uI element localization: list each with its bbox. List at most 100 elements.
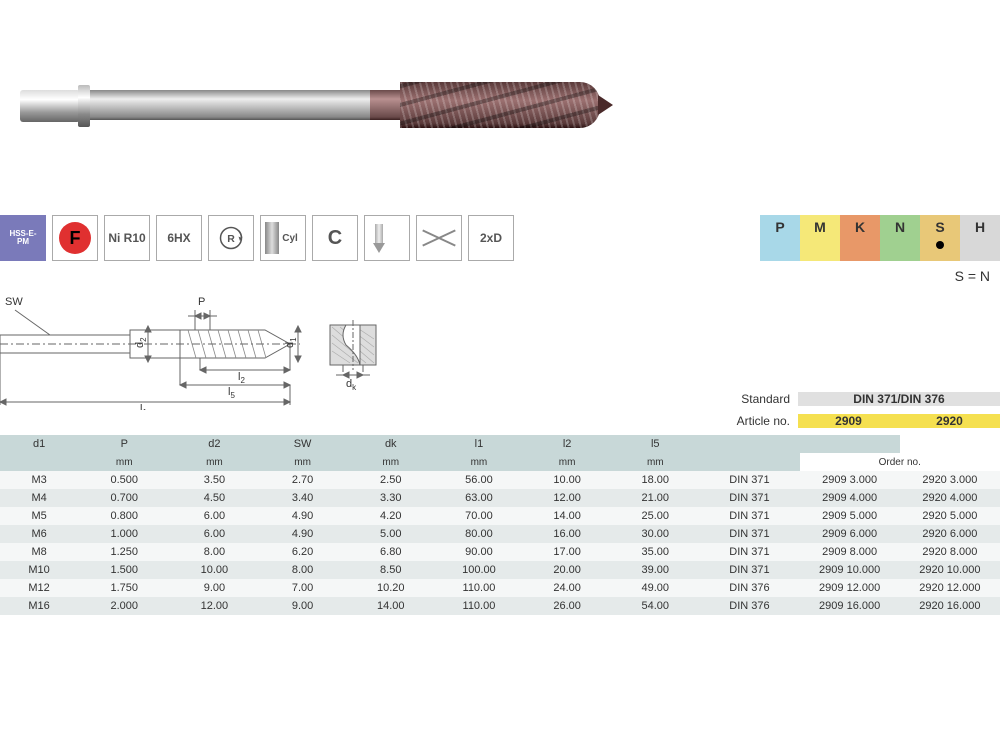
table-row: M61.0006.004.905.0080.0016.0030.00DIN 37… [0, 525, 1000, 543]
cell-SW: 9.00 [259, 597, 347, 615]
spec-unit-2: mm [170, 453, 258, 471]
cell-o1: 2909 5.000 [800, 507, 900, 525]
cell-d2: 10.00 [170, 561, 258, 579]
property-icon-2xd: 2xD [468, 215, 514, 261]
cell-o1: 2909 3.000 [800, 471, 900, 489]
cell-din: DIN 376 [699, 579, 799, 597]
cell-dk: 10.20 [347, 579, 435, 597]
cell-l5: 49.00 [611, 579, 699, 597]
cell-dk: 8.50 [347, 561, 435, 579]
cell-l2: 26.00 [523, 597, 611, 615]
cell-dk: 3.30 [347, 489, 435, 507]
cell-d2: 9.00 [170, 579, 258, 597]
cell-l5: 21.00 [611, 489, 699, 507]
cell-dk: 5.00 [347, 525, 435, 543]
cell-SW: 2.70 [259, 471, 347, 489]
cell-SW: 4.90 [259, 507, 347, 525]
cell-l2: 14.00 [523, 507, 611, 525]
cell-P: 0.700 [78, 489, 170, 507]
cell-d2: 6.00 [170, 507, 258, 525]
label-d2: d2 [134, 337, 148, 348]
article-value-1: 2909 [798, 414, 899, 428]
table-row: M50.8006.004.904.2070.0014.0025.00DIN 37… [0, 507, 1000, 525]
cell-l1: 90.00 [435, 543, 523, 561]
cell-P: 2.000 [78, 597, 170, 615]
spec-header-7: l5 [611, 435, 699, 453]
cell-P: 1.250 [78, 543, 170, 561]
cell-d1: M10 [0, 561, 78, 579]
article-value-2: 2920 [899, 414, 1000, 428]
cell-l2: 10.00 [523, 471, 611, 489]
property-icon-ni: Ni R10 [104, 215, 150, 261]
spec-unit-8 [699, 453, 799, 471]
cell-o1: 2909 10.000 [800, 561, 900, 579]
cell-SW: 8.00 [259, 561, 347, 579]
cell-d2: 4.50 [170, 489, 258, 507]
cell-d1: M16 [0, 597, 78, 615]
label-p: P [198, 296, 205, 308]
spec-header-8 [699, 435, 799, 453]
spec-unit-6: mm [523, 453, 611, 471]
cell-o1: 2909 12.000 [800, 579, 900, 597]
material-m: M [800, 215, 840, 261]
material-s: S [920, 215, 960, 261]
cell-l5: 25.00 [611, 507, 699, 525]
property-icon-6hx: 6HX [156, 215, 202, 261]
cell-l2: 20.00 [523, 561, 611, 579]
cell-l1: 110.00 [435, 597, 523, 615]
spec-header-5: l1 [435, 435, 523, 453]
table-row: M162.00012.009.0014.00110.0026.0054.00DI… [0, 597, 1000, 615]
cell-din: DIN 371 [699, 471, 799, 489]
cell-o1: 2909 16.000 [800, 597, 900, 615]
info-rows: Standard DIN 371/DIN 376 Article no. 290… [700, 388, 1000, 432]
material-badges: PMKNSH [760, 215, 1000, 261]
cell-din: DIN 371 [699, 561, 799, 579]
cell-o1: 2909 6.000 [800, 525, 900, 543]
cell-d1: M12 [0, 579, 78, 597]
cell-o2: 2920 3.000 [900, 471, 1000, 489]
property-icon-cross [416, 215, 462, 261]
cell-SW: 3.40 [259, 489, 347, 507]
table-row: M121.7509.007.0010.20110.0024.0049.00DIN… [0, 579, 1000, 597]
cell-SW: 6.20 [259, 543, 347, 561]
cell-l5: 30.00 [611, 525, 699, 543]
technical-diagram: SW P d2 d1 l2 l5 l1 dk [0, 280, 420, 410]
spec-unit-9: Order no. [800, 453, 1000, 471]
property-icon-vtip [364, 215, 410, 261]
cell-l2: 24.00 [523, 579, 611, 597]
cell-P: 0.800 [78, 507, 170, 525]
material-p: P [760, 215, 800, 261]
property-icon-c: C [312, 215, 358, 261]
cell-d1: M5 [0, 507, 78, 525]
spec-unit-7: mm [611, 453, 699, 471]
cell-din: DIN 371 [699, 489, 799, 507]
label-l1: l1 [140, 403, 147, 410]
spec-unit-5: mm [435, 453, 523, 471]
cell-o1: 2909 4.000 [800, 489, 900, 507]
cell-l5: 35.00 [611, 543, 699, 561]
cell-SW: 4.90 [259, 525, 347, 543]
spec-unit-4: mm [347, 453, 435, 471]
cell-P: 1.000 [78, 525, 170, 543]
material-k: K [840, 215, 880, 261]
standard-value: DIN 371/DIN 376 [798, 392, 1000, 406]
cell-din: DIN 371 [699, 507, 799, 525]
cell-d1: M6 [0, 525, 78, 543]
cell-o2: 2920 5.000 [900, 507, 1000, 525]
cell-d2: 3.50 [170, 471, 258, 489]
spec-header-4: dk [347, 435, 435, 453]
property-icon-hss: HSS-E-PM [0, 215, 46, 261]
cell-o2: 2920 12.000 [900, 579, 1000, 597]
standard-label: Standard [700, 392, 798, 406]
cell-din: DIN 376 [699, 597, 799, 615]
cell-dk: 6.80 [347, 543, 435, 561]
cell-l1: 100.00 [435, 561, 523, 579]
table-row: M30.5003.502.702.5056.0010.0018.00DIN 37… [0, 471, 1000, 489]
property-icons: HSS-E-PMFNi R106HXRCylC2xD [0, 215, 514, 261]
table-row: M40.7004.503.403.3063.0012.0021.00DIN 37… [0, 489, 1000, 507]
spec-unit-0 [0, 453, 78, 471]
cell-d1: M8 [0, 543, 78, 561]
material-n: N [880, 215, 920, 261]
property-icon-f: F [52, 215, 98, 261]
material-h: H [960, 215, 1000, 261]
